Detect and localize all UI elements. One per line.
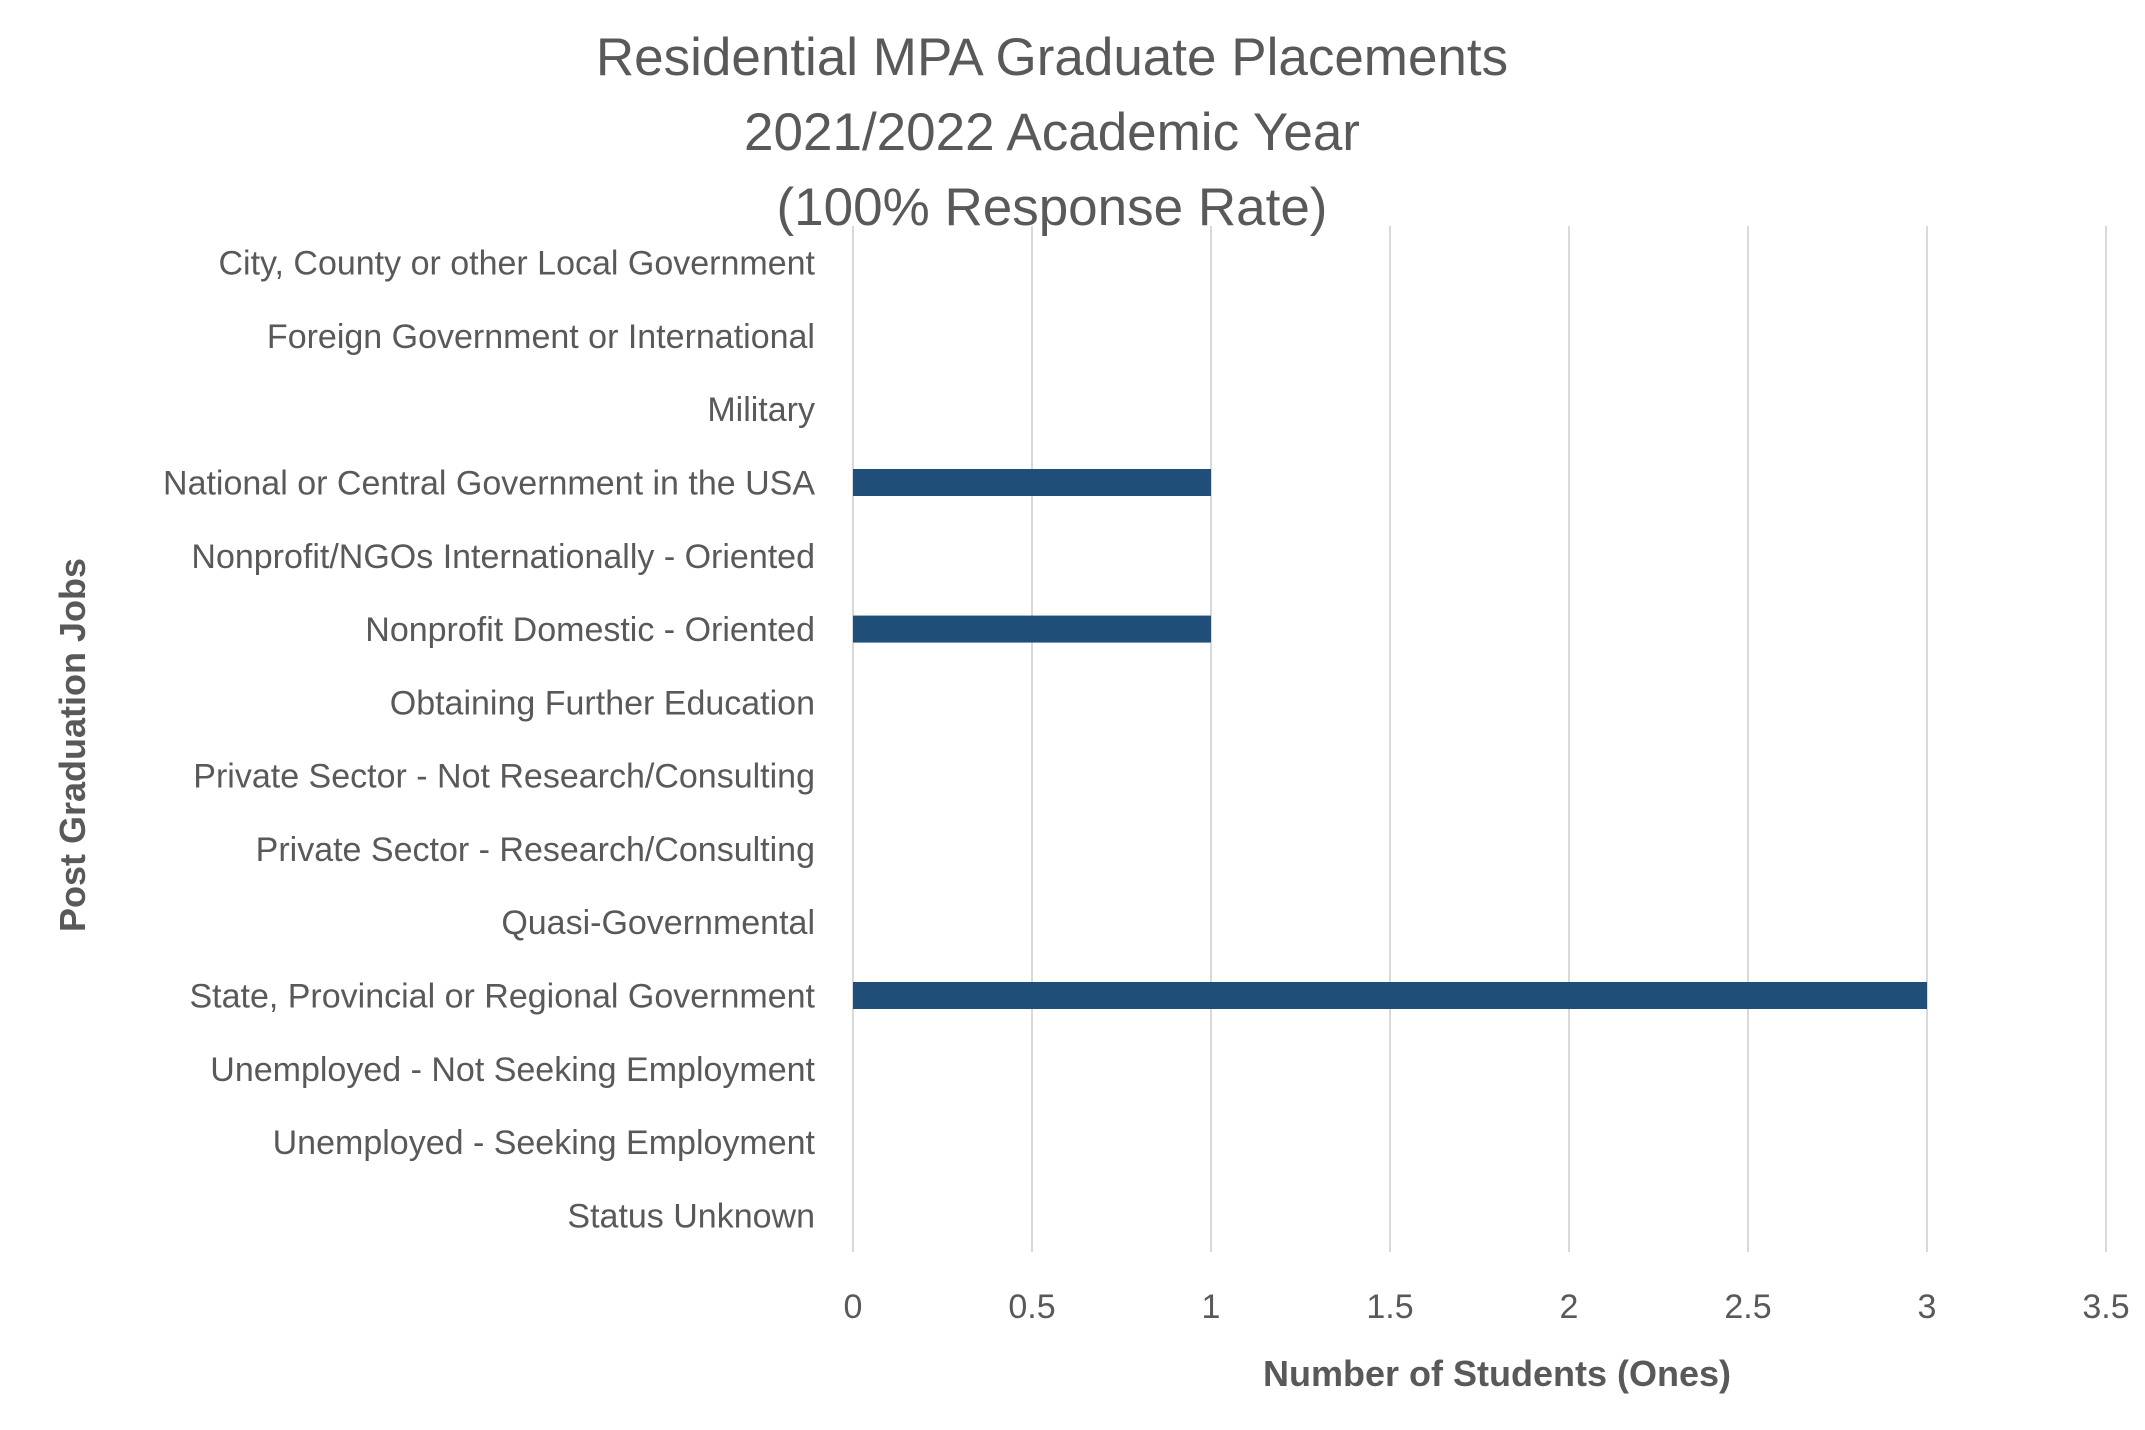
bar <box>853 982 1927 1009</box>
x-tick-label: 0.5 <box>1008 1288 1055 1326</box>
category-label: Private Sector - Research/Consulting <box>256 831 815 869</box>
chart-title-line-1: Residential MPA Graduate Placements <box>596 28 1508 87</box>
x-tick-label: 2 <box>1560 1288 1579 1326</box>
x-tick-label: 2.5 <box>1724 1288 1771 1326</box>
x-axis-title: Number of Students (Ones) <box>1263 1353 1731 1394</box>
category-label: Unemployed - Not Seeking Employment <box>210 1051 815 1089</box>
bar <box>853 615 1211 643</box>
category-label: Foreign Government or International <box>267 318 815 356</box>
y-axis-title: Post Graduation Jobs <box>52 558 93 932</box>
bar <box>853 469 1211 496</box>
category-label: Nonprofit Domestic - Oriented <box>365 611 815 649</box>
category-label: Nonprofit/NGOs Internationally - Oriente… <box>191 538 815 576</box>
category-label: Military <box>707 391 815 429</box>
category-label: City, County or other Local Government <box>218 245 815 283</box>
category-label: Unemployed - Seeking Employment <box>273 1124 816 1162</box>
chart-title-line-3: (100% Response Rate) <box>777 178 1328 237</box>
x-tick-label: 1 <box>1202 1288 1221 1326</box>
category-label: State, Provincial or Regional Government <box>189 978 815 1016</box>
category-label: Obtaining Further Education <box>390 684 815 722</box>
x-tick-label: 3 <box>1918 1288 1937 1326</box>
x-tick-label: 3.5 <box>2082 1288 2129 1326</box>
x-tick-labels: 0 0.5 1 1.5 2 2.5 3 3.5 <box>844 1288 2130 1326</box>
bars <box>853 469 1927 1009</box>
category-label: National or Central Government in the US… <box>163 465 815 503</box>
category-label: Quasi-Governmental <box>501 904 815 942</box>
category-labels: City, County or other Local Government Fo… <box>163 245 816 1236</box>
chart-title-line-2: 2021/2022 Academic Year <box>744 103 1360 162</box>
x-tick-label: 0 <box>844 1288 863 1326</box>
category-label: Private Sector - Not Research/Consulting <box>193 758 815 796</box>
chart-title: Residential MPA Graduate Placements 2021… <box>596 28 1508 237</box>
category-label: Status Unknown <box>567 1197 815 1235</box>
gridlines <box>852 226 2107 1252</box>
x-tick-label: 1.5 <box>1366 1288 1413 1326</box>
